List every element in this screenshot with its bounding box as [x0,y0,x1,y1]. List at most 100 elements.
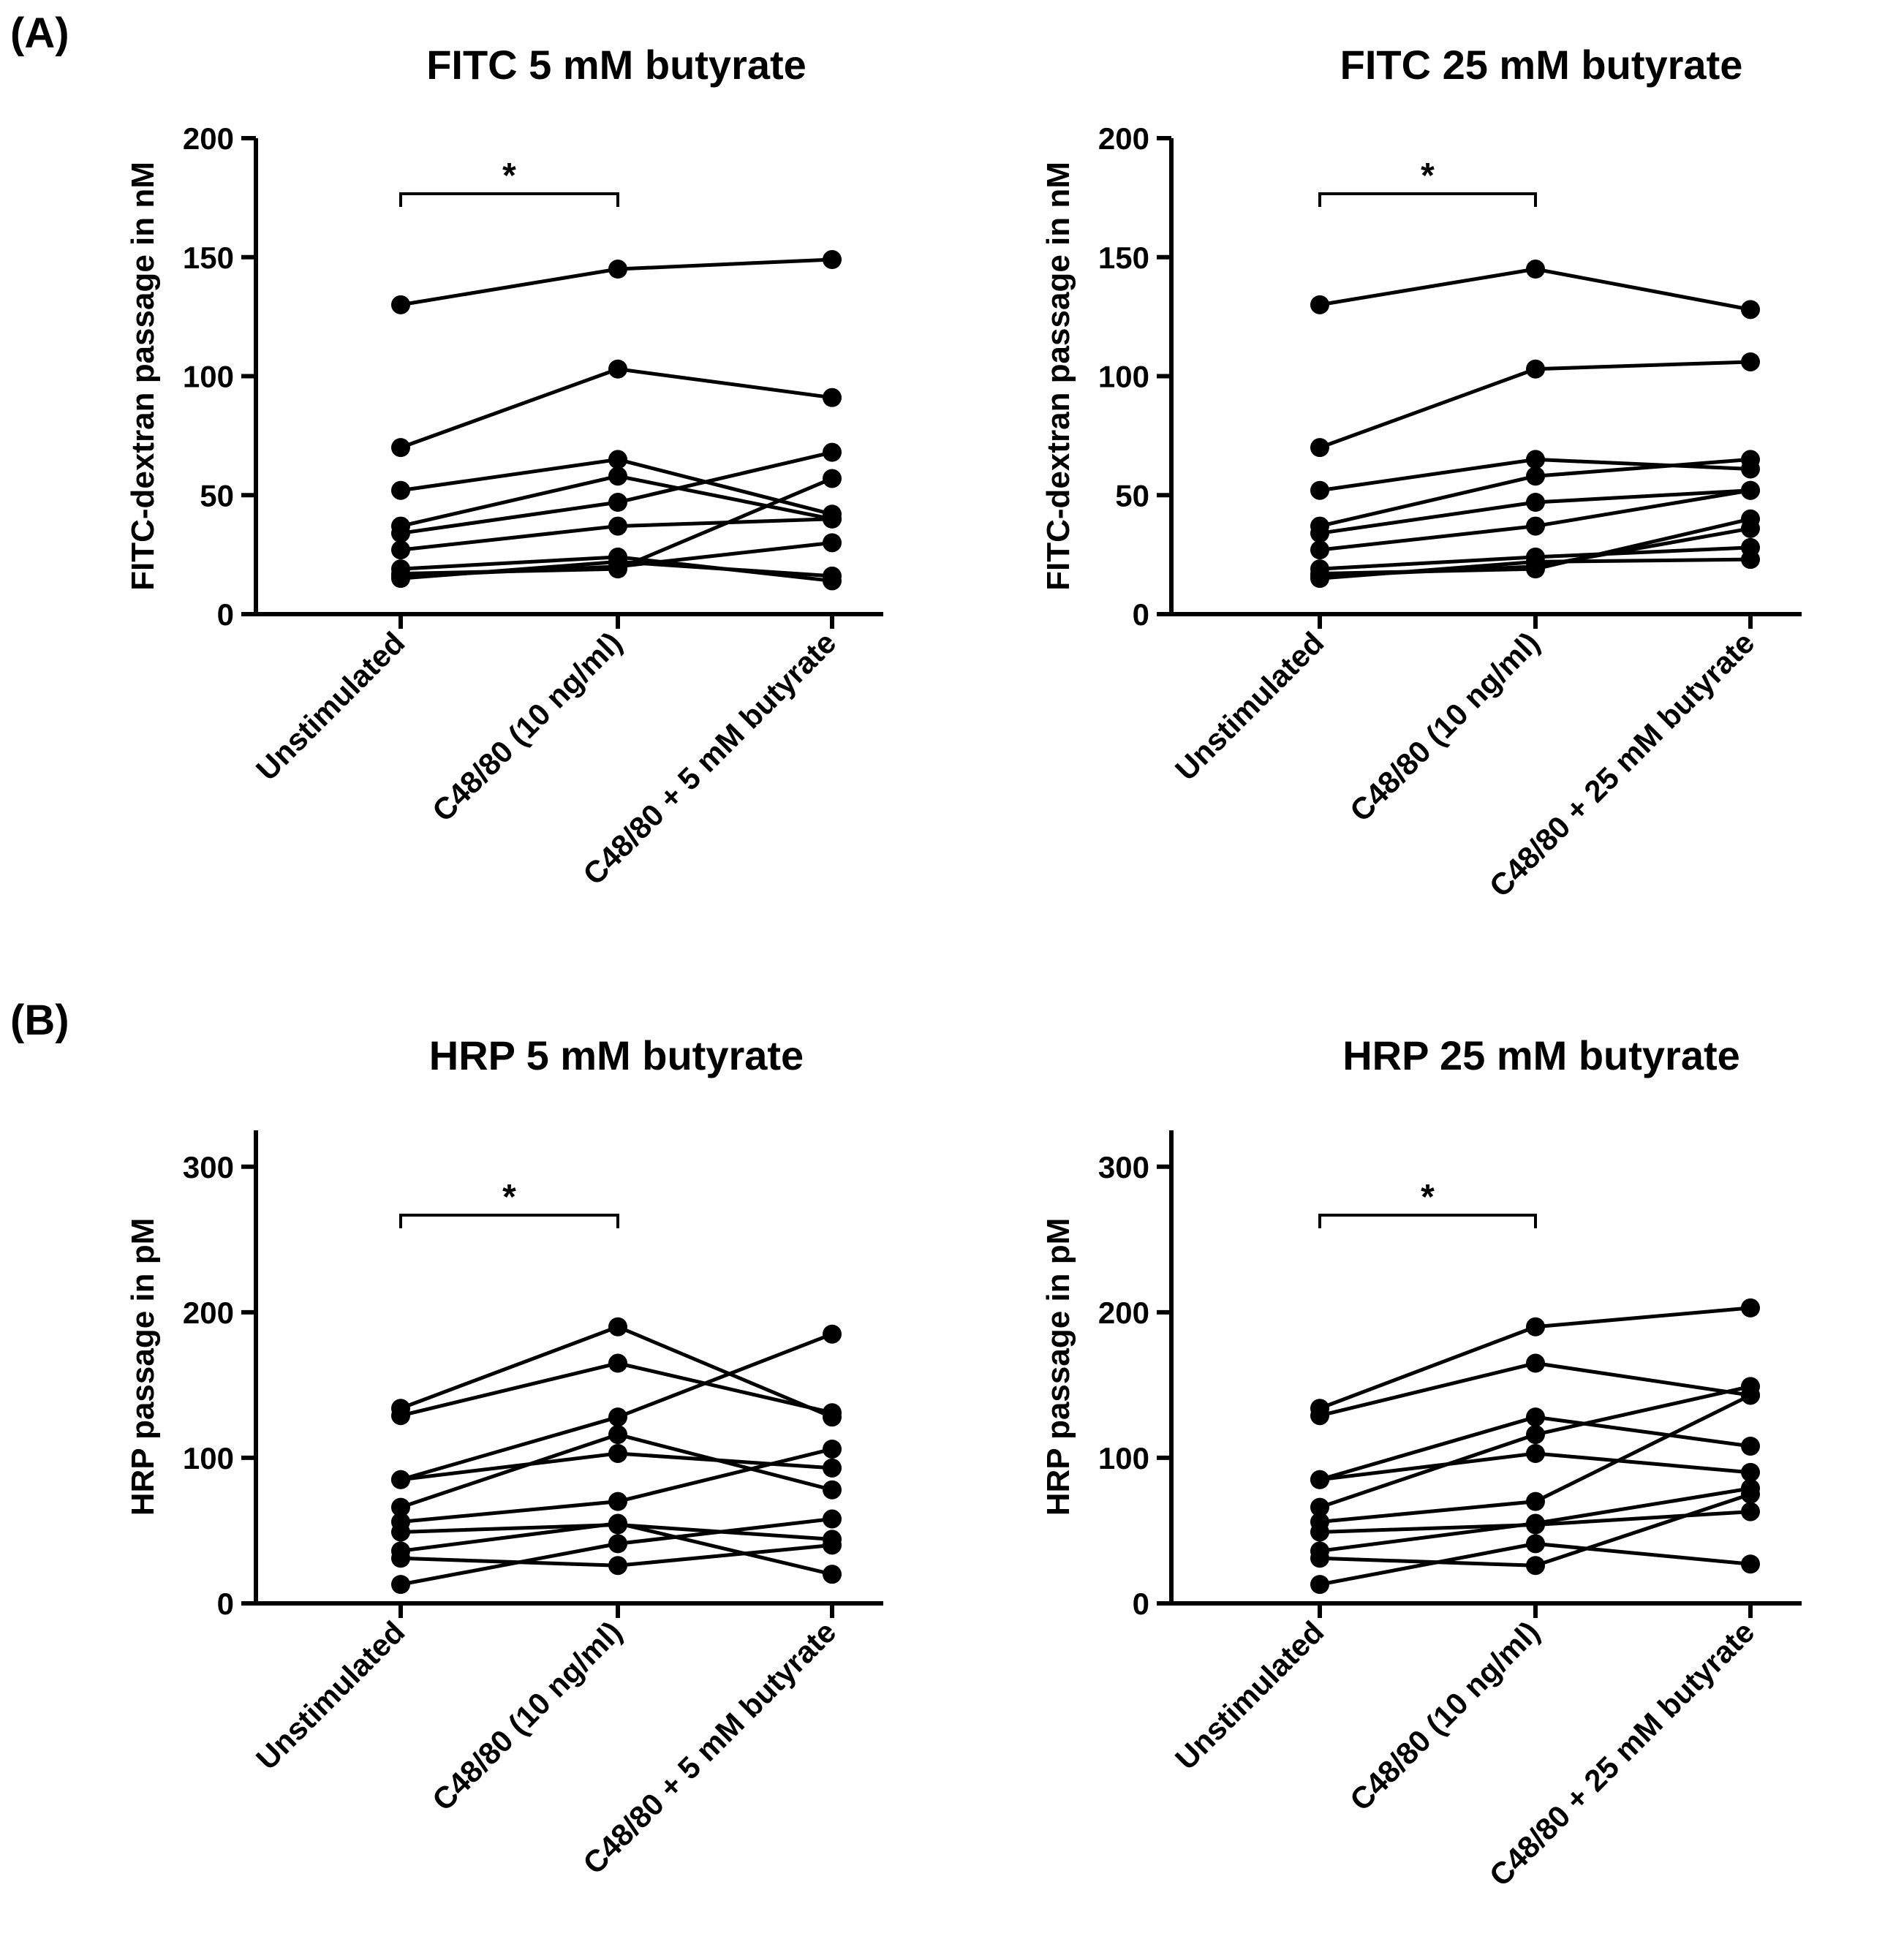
data-point [391,1549,410,1568]
x-category-label: Unstimulated [249,625,411,787]
data-point [608,466,627,486]
chart-title: HRP 5 mM butyrate [429,1032,804,1078]
significance-bracket [1318,1214,1537,1228]
chart-1: FITC 5 mM butyrate 0 50 100 150 200 Unstimulat… [125,42,883,891]
data-point [1526,1425,1545,1445]
chart-title: FITC 25 mM butyrate [1340,42,1743,88]
data-point [823,469,842,488]
significance-star: * [502,1178,516,1217]
y-tick-label: 150 [183,241,234,275]
y-tick-label: 300 [1098,1150,1149,1184]
x-category-label: C48/80 (10 ng/ml) [1343,625,1546,828]
data-point [1526,466,1545,486]
data-point [608,1513,627,1533]
y-tick-label: 50 [200,478,234,513]
data-point [823,1535,842,1555]
data-point [608,493,627,513]
data-point [608,1317,627,1337]
data-point [1741,1436,1760,1456]
data-point [1741,1298,1760,1317]
data-point [391,480,410,500]
data-point [1741,450,1760,469]
data-point [1310,480,1329,500]
chart-title: FITC 5 mM butyrate [426,42,806,88]
data-point [1310,1406,1329,1426]
series-line-2 [400,367,833,450]
panel-label-a: (A) [10,10,69,57]
data-point [823,1480,842,1500]
y-tick-label: 100 [183,1441,234,1475]
data-point [823,533,842,553]
data-point [391,438,410,458]
data-point [1741,550,1760,570]
y-tick-label: 100 [1098,1441,1149,1475]
x-category-label: Unstimulated [1168,1614,1330,1776]
data-point [608,1534,627,1554]
data-point [1310,569,1329,589]
data-point [823,566,842,586]
x-category-label: C48/80 + 5 mM butyrate [576,625,842,891]
data-point [1526,493,1545,513]
y-tick-label: 0 [217,597,234,632]
x-category-label: Unstimulated [249,1614,411,1776]
y-tick-label: 200 [183,121,234,156]
data-point [823,250,842,270]
data-point [608,516,627,536]
y-tick-label: 0 [1133,597,1149,632]
data-point [1526,359,1545,379]
data-point [823,1509,842,1529]
data-point [1741,300,1760,320]
data-point [1526,1492,1545,1511]
data-point [1741,1484,1760,1504]
data-point [823,1565,842,1584]
data-point [1526,450,1545,469]
data-point [1741,480,1760,500]
data-point [1526,1443,1545,1463]
y-tick-label: 200 [1098,121,1149,156]
panel-label-b: (B) [10,997,69,1044]
data-point [823,1324,842,1344]
x-category-label: C48/80 (10 ng/ml) [426,1614,629,1818]
x-category-label: C48/80 + 5 mM butyrate [576,1614,842,1880]
data-point [1741,1385,1760,1405]
data-point [391,1575,410,1595]
significance-bracket [399,1214,619,1228]
data-point [1526,1513,1545,1533]
data-point [823,509,842,529]
y-tick-label: 200 [1098,1296,1149,1330]
data-point [823,1403,842,1423]
data-point [1310,540,1329,560]
data-point [608,1492,627,1511]
data-point [1310,1522,1329,1542]
data-point [1526,260,1545,279]
data-point [608,1443,627,1463]
data-point [391,569,410,589]
data-point [608,552,627,572]
data-point [608,1407,627,1427]
data-point [608,450,627,469]
data-point [391,1522,410,1542]
data-point [391,295,410,314]
data-point [608,1425,627,1445]
significance-star: * [502,156,516,195]
data-point [391,1497,410,1517]
data-point [1741,352,1760,371]
y-tick-label: 100 [1098,360,1149,394]
data-point [1526,1534,1545,1554]
data-point [608,359,627,379]
x-category-label: Unstimulated [1168,625,1330,787]
data-point [608,260,627,279]
data-point [1741,1462,1760,1482]
x-category-label: C48/80 (10 ng/ml) [1343,1614,1546,1818]
y-tick-label: 0 [217,1587,234,1621]
data-point [1310,438,1329,458]
data-point [1741,1502,1760,1521]
y-tick-label: 300 [183,1150,234,1184]
data-point [823,387,842,407]
data-point [1741,1554,1760,1574]
data-point [1310,295,1329,314]
significance-bracket [1318,192,1537,207]
data-point [1526,516,1545,536]
data-point [608,1353,627,1373]
